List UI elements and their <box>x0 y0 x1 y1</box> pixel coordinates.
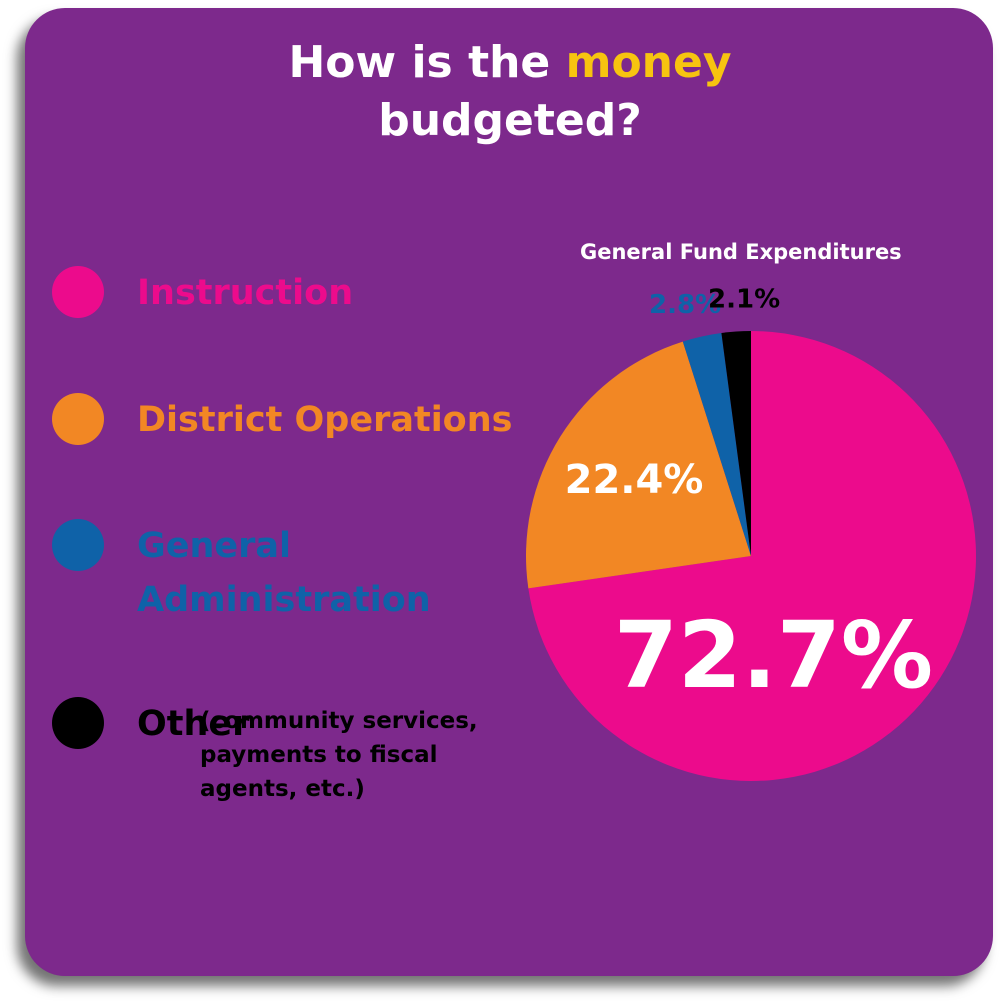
title-part2: budgeted? <box>378 95 642 146</box>
pie-slice-general-administration <box>682 332 751 556</box>
pie-label-other: 2.1% <box>708 285 780 315</box>
pie-labels: 72.7% 22.4% 2.8%2.1% <box>565 285 933 710</box>
legend-note-other: (community services, payments to fiscal … <box>200 708 478 802</box>
legend-marker-instruction <box>52 266 104 318</box>
title-highlight: money <box>565 37 732 88</box>
legend-marker-general-administration <box>52 519 104 571</box>
pie-slice-instruction <box>528 331 976 781</box>
pie-slice-district-operations <box>526 341 751 589</box>
legend-label-general-administration-line1: General <box>137 526 291 566</box>
legend-marker-district-operations <box>52 393 104 445</box>
pie-label-district-operations: 22.4% <box>565 457 704 503</box>
legend-label-district-operations: District Operations <box>137 400 513 440</box>
pie-slices <box>526 331 976 781</box>
legend-marker-other <box>52 697 104 749</box>
title-part1: How is the <box>288 37 566 88</box>
pie-slice-other <box>721 331 751 556</box>
pie-label-general-administration: 2.8% <box>649 290 721 320</box>
legend-label-other: Other <box>137 704 250 744</box>
page-title: How is the money budgeted? <box>0 34 1000 150</box>
legend-label-general-administration-line2: Administration <box>137 580 431 620</box>
chart-title: General Fund Expenditures <box>580 240 902 264</box>
pie-label-instruction: 72.7% <box>614 602 933 709</box>
legend-label-instruction: Instruction <box>137 273 354 313</box>
